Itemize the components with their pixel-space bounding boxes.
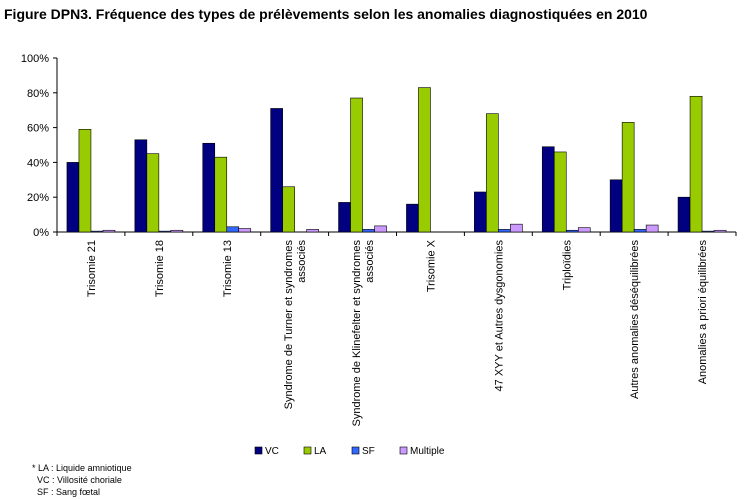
x-category-label: associés <box>296 240 308 283</box>
bar-multiple <box>645 224 659 233</box>
bar-multiple <box>102 229 116 233</box>
bar-la <box>486 113 499 233</box>
chart-title: Figure DPN3. Fréquence des types de prél… <box>4 6 648 22</box>
bar-vc <box>270 108 283 233</box>
x-category-label: Trisomie X <box>425 239 437 292</box>
y-tick-label: 0% <box>33 227 49 239</box>
bar-multiple <box>306 229 319 233</box>
y-tick-label: 40% <box>27 157 49 169</box>
y-tick-label: 80% <box>27 88 49 100</box>
bar-vc <box>202 142 216 233</box>
legend-label-vc: VC <box>265 446 279 457</box>
bar-la <box>553 151 567 233</box>
footnotes: * LA : Liquide amniotique VC : Villosité… <box>32 462 132 498</box>
footnote-la: * LA : Liquide amniotique <box>32 463 132 473</box>
bar-sf <box>565 229 579 233</box>
y-tick-label: 100% <box>21 53 49 65</box>
x-category-label: Triploïdies <box>561 240 573 291</box>
x-category-label: Trisomie 21 <box>86 240 98 297</box>
x-category-label: Anomalies a priori équilibrées <box>697 240 709 385</box>
bar-la <box>418 87 431 233</box>
bar-sf <box>226 226 240 233</box>
footnote-vc: VC : Villosité choriale <box>32 475 122 485</box>
x-category-label: Syndrome de Klinefelter et syndromes <box>351 240 363 427</box>
y-tick-label: 20% <box>27 192 49 204</box>
x-category-label: Autres anomalies déséquilibrées <box>629 240 641 399</box>
x-category-label: 47 XYY et Autres dysgonomies <box>493 240 505 392</box>
bar-la <box>689 95 703 233</box>
legend-swatch-vc <box>254 446 263 455</box>
x-category-label: Syndrome de Turner et syndromes <box>283 240 295 410</box>
bar-vc <box>134 139 148 233</box>
bar-vc <box>609 179 623 233</box>
bar-multiple <box>713 229 727 233</box>
x-category-label: Trisomie 13 <box>222 240 234 297</box>
bar-vc <box>66 162 80 233</box>
bar-la <box>621 122 635 233</box>
bar-vc <box>677 196 691 233</box>
bar-la <box>282 186 295 233</box>
bar-la <box>214 156 228 233</box>
bar-multiple <box>238 228 252 233</box>
bar-vc <box>474 191 487 233</box>
bar-vc <box>406 203 419 233</box>
x-category-label: Trisomie 18 <box>154 240 166 297</box>
bar-sf <box>498 229 511 233</box>
footnote-sf: SF : Sang fœtal <box>32 487 101 497</box>
legend-label-sf: SF <box>362 446 375 457</box>
legend-swatch-la <box>303 446 312 455</box>
y-tick-label: 60% <box>27 123 49 135</box>
bar-sf <box>90 230 104 233</box>
bar-sf <box>633 229 647 233</box>
bar-vc <box>338 202 351 233</box>
legend-swatch-multiple <box>399 446 408 455</box>
bar-multiple <box>374 225 387 233</box>
bar-multiple <box>510 223 523 233</box>
legend-swatch-sf <box>351 446 360 455</box>
x-category-label: associés <box>364 240 376 283</box>
bar-multiple <box>577 227 591 233</box>
bar-la <box>350 97 363 233</box>
bar-vc <box>541 146 555 233</box>
legend-label-multiple: Multiple <box>410 446 445 457</box>
bar-multiple <box>170 229 184 233</box>
legend-label-la: LA <box>314 446 327 457</box>
bar-sf <box>158 230 172 233</box>
bar-la <box>78 129 92 233</box>
bar-la <box>146 153 160 233</box>
bar-sf <box>701 230 715 233</box>
bar-sf <box>362 229 375 233</box>
